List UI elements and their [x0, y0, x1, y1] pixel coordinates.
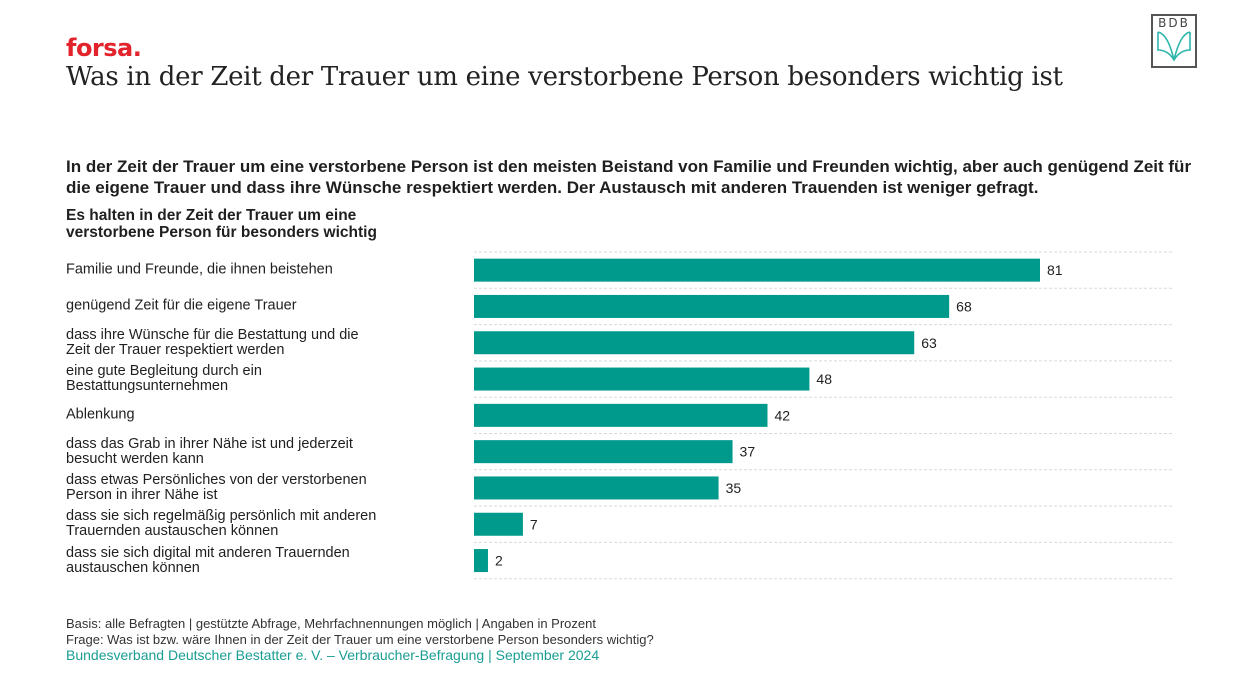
data-label: 68	[956, 298, 972, 314]
footer-basis: Basis: alle Befragten | gestützte Abfrag…	[66, 616, 596, 631]
data-label: 2	[495, 553, 503, 569]
subheading-line: Es halten in der Zeit der Trauer um eine	[66, 207, 357, 224]
category-label: genügend Zeit für die eigene Trauer	[66, 297, 456, 314]
lead-text: In der Zeit der Trauer um eine verstorbe…	[66, 157, 1192, 197]
bar	[474, 331, 915, 355]
subheading-line: verstorbene Person für besonders wichtig	[66, 224, 377, 241]
category-label: Familie und Freunde, die ihnen beistehen	[66, 261, 456, 278]
category-label-line: Familie und Freunde, die ihnen beistehen	[66, 261, 333, 278]
open-book-icon	[1157, 31, 1191, 62]
bar	[474, 440, 733, 464]
category-label-line: besucht werden kann	[66, 450, 204, 467]
forsa-logo: forsa.	[66, 34, 142, 62]
chart-subheading: Es halten in der Zeit der Trauer um eine…	[66, 207, 377, 241]
category-label: dass sie sich digital mit anderen Trauer…	[66, 544, 456, 576]
bar	[474, 258, 1040, 282]
category-label-line: Zeit der Trauer respektiert werden	[66, 341, 285, 358]
data-label: 48	[816, 371, 832, 387]
bar	[474, 476, 719, 500]
bdb-logo: BDB	[1151, 14, 1197, 68]
category-label: dass sie sich regelmäßig persönlich mit …	[66, 509, 456, 539]
data-label: 81	[1047, 262, 1063, 278]
data-label: 7	[530, 516, 538, 532]
bar	[474, 549, 488, 573]
category-label-line: eine gute Begleitung durch ein	[66, 363, 262, 380]
category-label-line: Ablenkung	[66, 406, 135, 423]
category-label-line: genügend Zeit für die eigene Trauer	[66, 297, 297, 314]
footer: Basis: alle Befragten | gestützte Abfrag…	[66, 616, 654, 664]
category-label: eine gute Begleitung durch ein Bestattung…	[66, 364, 456, 394]
category-label-line: Bestattungsunternehmen	[66, 378, 229, 395]
category-label-line: dass sie sich regelmäßig persönlich mit …	[66, 508, 377, 525]
bar	[474, 512, 523, 536]
bar	[474, 367, 810, 391]
category-label-line: dass das Grab in ihrer Nähe ist und jede…	[66, 435, 353, 452]
bar	[474, 294, 950, 318]
category-label-line: dass etwas Persönliches von der verstorb…	[66, 471, 367, 488]
page-title: Was in der Zeit der Trauer um eine verst…	[66, 62, 1063, 92]
footer-source: Bundesverband Deutscher Bestatter e. V. …	[66, 647, 600, 663]
data-label: 35	[726, 480, 742, 496]
category-label: dass das Grab in ihrer Nähe ist und jede…	[66, 435, 456, 467]
data-label: 42	[774, 407, 790, 423]
category-label-line: Person in ihrer Nähe ist	[66, 486, 218, 503]
category-label-line: dass ihre Wünsche für die Bestattung und…	[66, 326, 359, 343]
category-label-line: Trauernden austauschen können	[66, 523, 279, 540]
footer-question: Frage: Was ist bzw. wäre Ihnen in der Ze…	[66, 631, 654, 647]
category-label-line: dass sie sich digital mit anderen Trauer…	[66, 544, 350, 561]
data-label: 63	[921, 335, 937, 351]
data-label: 37	[740, 444, 756, 460]
category-label-line: austauschen können	[66, 559, 200, 576]
bdb-logo-text: BDB	[1158, 16, 1190, 30]
category-label: dass etwas Persönliches von der verstorb…	[66, 471, 456, 503]
category-label: Ablenkung	[66, 406, 456, 423]
category-label: dass ihre Wünsche für die Bestattung und…	[66, 326, 456, 358]
bar	[474, 403, 768, 427]
